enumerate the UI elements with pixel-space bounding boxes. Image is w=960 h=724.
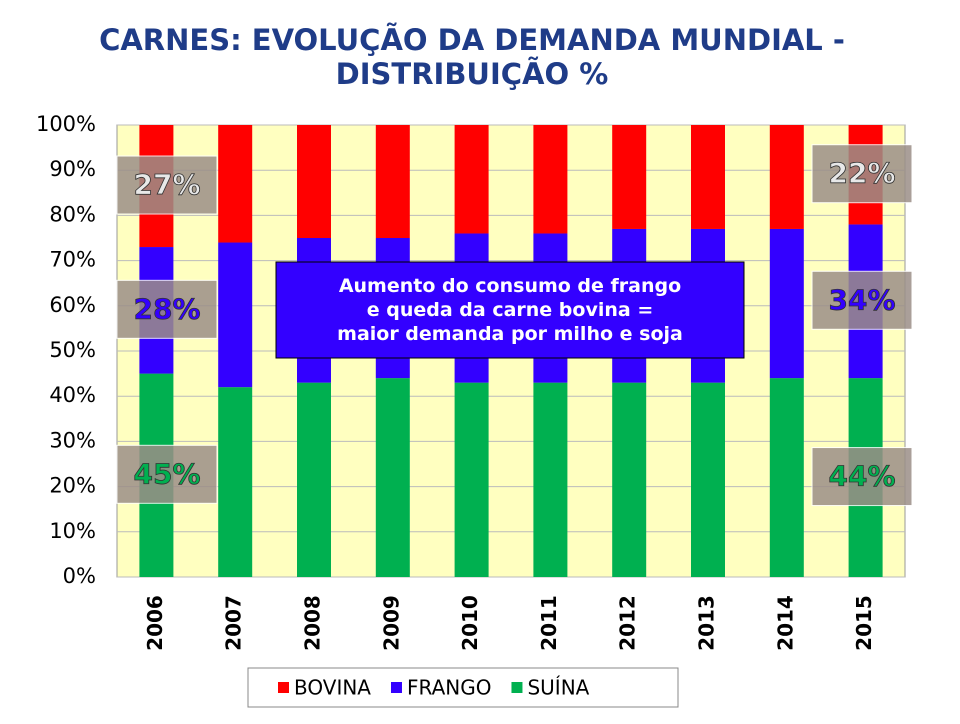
bar-segment [533,125,568,234]
x-tick-label: 2009 [379,595,403,651]
annotation-box [275,261,745,359]
label-picture [116,444,218,504]
y-tick-label: 40% [49,383,96,407]
label-picture [811,270,913,330]
bar-segment [218,242,253,388]
data-label: 34% [828,283,895,316]
legend-box [247,667,679,708]
bar-segment [375,125,410,238]
bar-segment [375,378,410,577]
bar-segment [769,125,804,229]
legend-swatch [511,682,523,693]
data-label: 22% [828,157,895,190]
bar-segment [454,382,489,577]
chart-title: CARNES: EVOLUÇÃO DA DEMANDA MUNDIAL -DIS… [99,23,845,91]
legend-swatch [278,682,289,693]
bar-segment [297,382,331,577]
data-label: 28% [133,292,200,325]
y-tick-label: 0% [63,564,96,588]
x-tick-label: 2010 [458,595,482,651]
bar-segment [769,378,804,577]
data-label: 27% [133,168,200,201]
bar-segment [297,125,331,238]
annotation: Aumento do consumo de frango e queda da c… [337,275,683,345]
x-tick-label: 2012 [616,595,640,651]
y-tick-label: 10% [49,519,96,543]
bar-segment [612,382,647,577]
bar-segment [612,125,647,229]
x-tick-label: 2013 [695,595,719,651]
y-tick-label: 50% [49,338,96,362]
bar-segment [454,125,489,234]
x-tick-label: 2007 [222,595,246,651]
y-tick-label: 90% [49,157,96,181]
y-tick-label: 20% [49,474,96,498]
y-tick-label: 80% [49,202,96,226]
bar-segment [691,382,725,577]
y-tick-label: 60% [49,293,96,317]
label-picture [116,155,218,215]
legend-label: FRANGO [407,676,491,700]
bar-segment [218,387,253,577]
data-label: 45% [133,457,200,490]
x-tick-label: 2006 [143,595,167,651]
x-tick-label: 2008 [301,595,325,651]
y-tick-label: 70% [49,248,96,272]
y-tick-label: 100% [36,112,96,136]
y-tick-label: 30% [49,428,96,452]
bar-segment [769,228,804,379]
legend-label: BOVINA [294,676,371,700]
bar-segment [218,125,253,243]
legend-swatch [390,682,402,693]
legend-label: SUÍNA [527,676,589,700]
label-picture [116,279,218,339]
x-tick-label: 2011 [537,595,561,651]
x-tick-label: 2014 [773,595,797,651]
label-picture [811,144,913,204]
x-tick-label: 2015 [852,595,876,651]
data-label: 44% [828,460,895,493]
bar-segment [533,382,568,577]
label-picture [811,447,913,507]
bar-segment [691,125,725,229]
